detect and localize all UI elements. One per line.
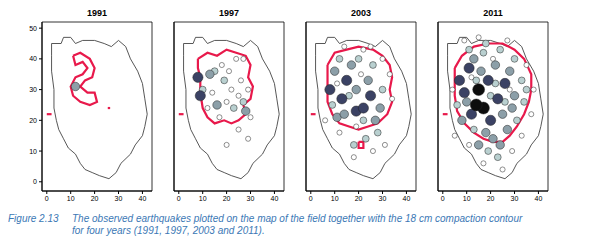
svg-text:10: 10 [199, 195, 207, 202]
svg-text:30: 30 [29, 86, 37, 93]
svg-text:40: 40 [271, 195, 279, 202]
svg-text:40: 40 [139, 195, 147, 202]
html-text:The observed earthquakes plott: The observed earthquakes plotted on the … [72, 213, 523, 236]
svg-text:20: 20 [29, 117, 37, 124]
svg-text:0: 0 [309, 195, 313, 202]
svg-text:20: 20 [91, 195, 99, 202]
svg-text:0: 0 [177, 195, 181, 202]
svg-text:20: 20 [355, 195, 363, 202]
svg-text:30: 30 [511, 195, 519, 202]
svg-text:0: 0 [441, 195, 445, 202]
svg-text:10: 10 [67, 195, 75, 202]
svg-text:40: 40 [403, 195, 411, 202]
svg-text:50: 50 [29, 25, 37, 32]
svg-text:0: 0 [33, 178, 37, 185]
svg-text:30: 30 [379, 195, 387, 202]
svg-text:40: 40 [29, 55, 37, 62]
html-text:1997: 1997 [219, 8, 239, 18]
svg-text:30: 30 [115, 195, 123, 202]
svg-text:20: 20 [223, 195, 231, 202]
svg-text:40: 40 [535, 195, 543, 202]
svg-text:10: 10 [331, 195, 339, 202]
svg-text:30: 30 [247, 195, 255, 202]
html-text:2011: 2011 [483, 8, 503, 18]
svg-text:20: 20 [487, 195, 495, 202]
html-text:2003: 2003 [351, 8, 371, 18]
html-text:Figure 2.13: Figure 2.13 [8, 213, 59, 224]
svg-text:0: 0 [45, 195, 49, 202]
html-text:1991: 1991 [87, 8, 107, 18]
svg-text:10: 10 [29, 148, 37, 155]
svg-text:10: 10 [463, 195, 471, 202]
